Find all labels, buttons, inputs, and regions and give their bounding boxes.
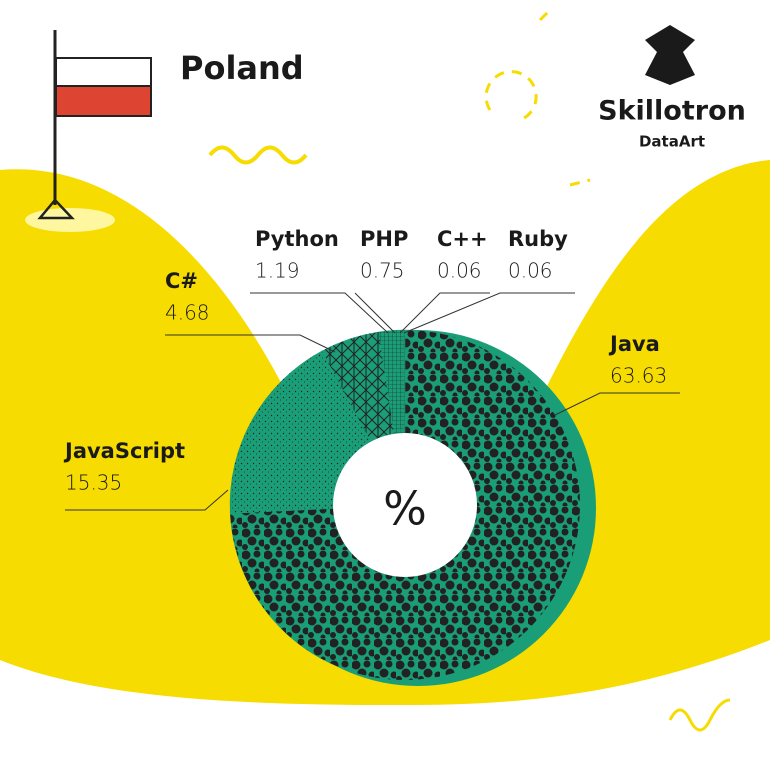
category-label: PHP [360, 227, 408, 251]
category-label: C# [165, 269, 198, 293]
leader-line [165, 334, 336, 353]
decoration [484, 8, 591, 187]
logo-subtitle: DataArt [639, 133, 705, 151]
leader-line [399, 292, 490, 334]
category-label: Python [255, 227, 339, 251]
value-label: 15.35 [65, 471, 122, 495]
category-label: JavaScript [63, 439, 185, 463]
chart-title: Poland [180, 49, 304, 87]
value-label: 63.63 [610, 364, 667, 388]
value-label: 0.06 [508, 259, 553, 283]
donut-hole [333, 433, 477, 577]
leader-line [354, 292, 396, 334]
value-label: 0.75 [360, 259, 405, 283]
value-label: 1.19 [255, 259, 300, 283]
logo: Skillotron DataArt [598, 25, 746, 151]
leader-line [65, 489, 229, 511]
decoration [668, 698, 731, 732]
leader-line [250, 292, 389, 334]
category-label: Ruby [508, 227, 568, 251]
category-label: Java [608, 332, 660, 356]
category-label: C++ [437, 227, 488, 251]
flag [25, 30, 152, 232]
decoration [208, 145, 308, 165]
value-label: 4.68 [165, 301, 210, 325]
logo-name: Skillotron [598, 96, 746, 127]
leader-line [554, 392, 680, 416]
center-label: % [383, 482, 427, 536]
leader-line [403, 292, 575, 334]
value-label: 0.06 [437, 259, 482, 283]
